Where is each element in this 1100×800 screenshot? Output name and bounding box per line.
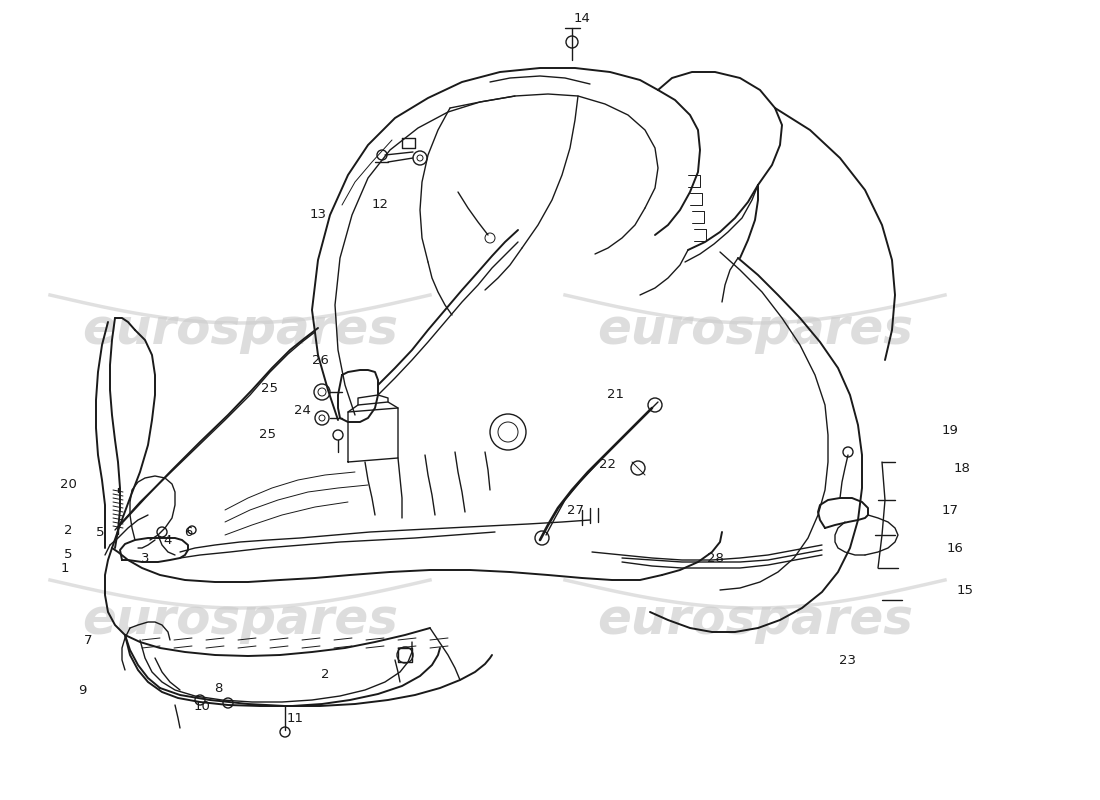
Text: 1: 1 bbox=[60, 562, 69, 574]
Text: 17: 17 bbox=[942, 503, 958, 517]
Text: 2: 2 bbox=[321, 669, 329, 682]
Text: 15: 15 bbox=[957, 583, 974, 597]
Text: 26: 26 bbox=[311, 354, 329, 366]
Text: 24: 24 bbox=[294, 403, 310, 417]
Text: 3: 3 bbox=[141, 551, 150, 565]
Text: 11: 11 bbox=[286, 711, 304, 725]
Text: 22: 22 bbox=[600, 458, 616, 471]
Text: 9: 9 bbox=[78, 683, 86, 697]
Text: 2: 2 bbox=[64, 523, 73, 537]
Text: 16: 16 bbox=[947, 542, 964, 554]
Text: 19: 19 bbox=[942, 423, 958, 437]
Text: 6: 6 bbox=[184, 526, 192, 539]
Text: 12: 12 bbox=[372, 198, 388, 211]
Text: eurospares: eurospares bbox=[82, 306, 398, 354]
Text: 4: 4 bbox=[164, 534, 173, 546]
Text: 18: 18 bbox=[954, 462, 970, 474]
Text: 5: 5 bbox=[64, 549, 73, 562]
Text: 7: 7 bbox=[84, 634, 92, 646]
Text: 8: 8 bbox=[213, 682, 222, 694]
Text: 23: 23 bbox=[839, 654, 857, 666]
Text: 21: 21 bbox=[606, 389, 624, 402]
Text: 25: 25 bbox=[262, 382, 278, 394]
Text: eurospares: eurospares bbox=[82, 596, 398, 644]
Text: eurospares: eurospares bbox=[597, 306, 913, 354]
Text: 5: 5 bbox=[96, 526, 104, 539]
Text: 10: 10 bbox=[194, 699, 210, 713]
Text: eurospares: eurospares bbox=[597, 596, 913, 644]
Text: 14: 14 bbox=[573, 11, 591, 25]
Text: 20: 20 bbox=[59, 478, 76, 491]
Text: 28: 28 bbox=[706, 551, 724, 565]
Text: 27: 27 bbox=[566, 503, 583, 517]
Text: 13: 13 bbox=[309, 209, 327, 222]
Text: 25: 25 bbox=[260, 429, 276, 442]
